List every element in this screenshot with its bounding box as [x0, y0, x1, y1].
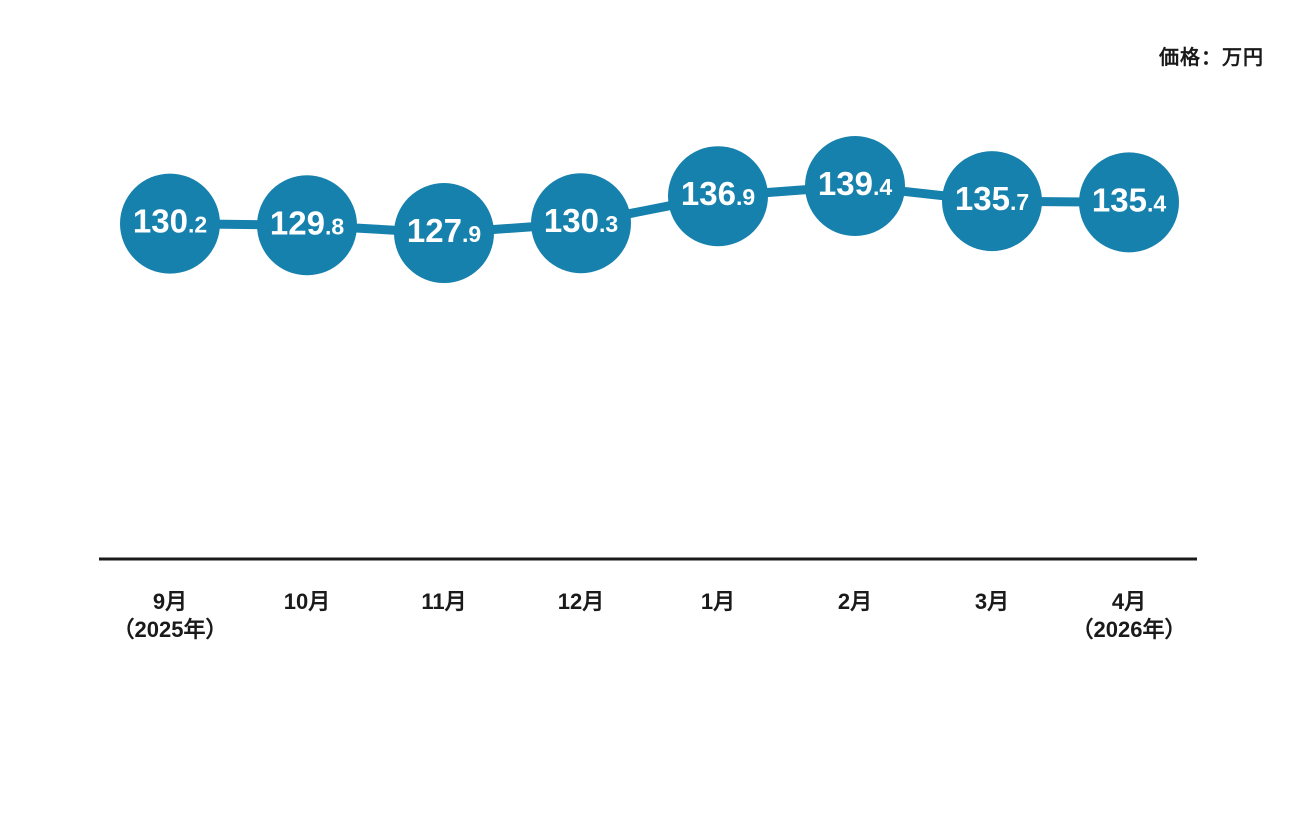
data-point-marker — [668, 146, 768, 247]
data-point-marker — [531, 173, 631, 274]
data-point-value: 135.7 — [955, 180, 1029, 217]
data-point-value: 129.8 — [270, 204, 344, 241]
data-point-marker — [1079, 152, 1179, 253]
data-point-marker — [394, 183, 494, 284]
data-point-value: 130.3 — [544, 202, 618, 239]
data-point-value: 130.2 — [133, 203, 207, 240]
data-point-marker — [120, 173, 220, 274]
data-point-marker — [805, 136, 905, 236]
data-point-marker — [257, 175, 357, 276]
data-point-value: 136.9 — [681, 175, 755, 212]
data-point-value: 135.4 — [1092, 181, 1166, 218]
data-point-marker — [942, 151, 1042, 252]
data-point-value: 127.9 — [407, 212, 481, 249]
unit-label: 価格：万円 — [1159, 47, 1264, 69]
data-point-value: 139.4 — [818, 165, 892, 202]
